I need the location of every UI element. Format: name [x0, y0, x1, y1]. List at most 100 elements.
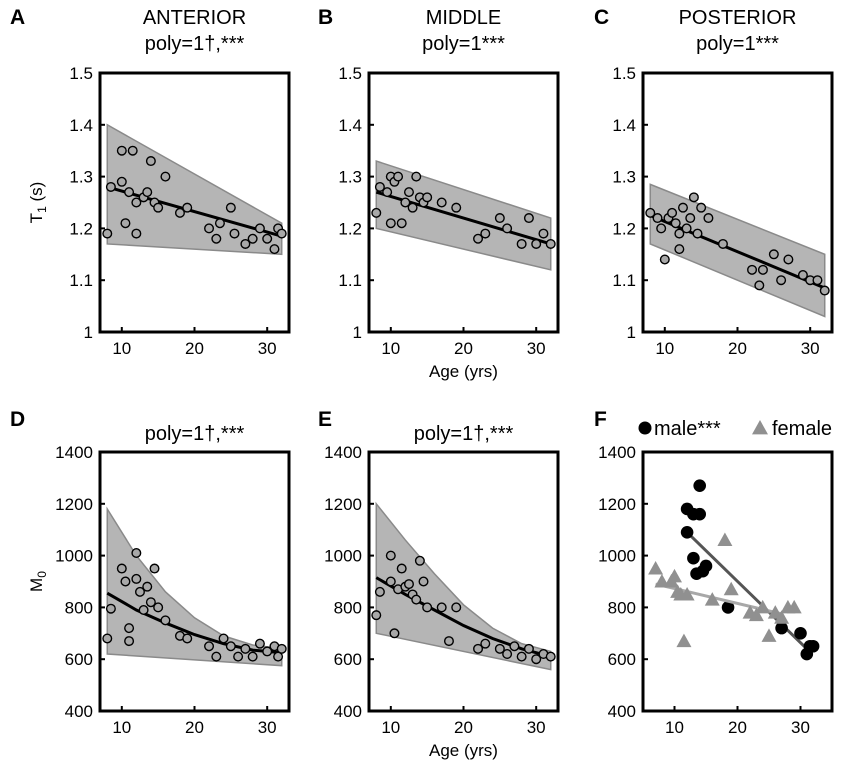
data-point [403, 579, 414, 590]
data-point [819, 285, 830, 296]
data-point [674, 228, 685, 239]
data-point [670, 218, 681, 229]
panel-letter: F [594, 408, 607, 431]
panel-a: A ANTERIOR poly=1†,*** 1 1.1 1.2 1.3 1.4 1.5 10 20… [10, 6, 291, 358]
panel-letter: A [10, 6, 25, 29]
y-axis-label: M0 [27, 571, 49, 592]
data-point [262, 233, 273, 244]
data-point [411, 171, 422, 182]
data-point [523, 643, 534, 654]
data-point [385, 218, 396, 229]
data-point [105, 603, 116, 614]
data-point [145, 597, 156, 608]
data-point [225, 641, 236, 652]
y-tick-label: 1 [627, 323, 636, 342]
data-point [523, 213, 534, 224]
data-point [396, 563, 407, 574]
x-tick-label: 10 [655, 339, 674, 358]
x-tick-label: 20 [454, 339, 473, 358]
panel-title: ANTERIOR [143, 7, 246, 29]
data-point [204, 641, 215, 652]
data-point [494, 213, 505, 224]
data-point-female [755, 599, 771, 614]
data-point [134, 586, 145, 597]
x-tick-label: 30 [527, 718, 546, 737]
legend: male*** female [638, 418, 832, 440]
data-point [131, 197, 142, 208]
data-point-male [699, 559, 713, 573]
data-point [502, 649, 513, 660]
y-tick-label: 1 [84, 323, 93, 342]
x-tick-label: 30 [258, 718, 277, 737]
data-point [174, 207, 185, 218]
data-point [124, 636, 135, 647]
y-tick-label: 800 [608, 598, 636, 617]
data-point [407, 202, 418, 213]
data-point [502, 223, 513, 234]
data-point [214, 218, 225, 229]
data-point [436, 602, 447, 613]
data-point [160, 171, 171, 182]
data-point [149, 563, 160, 574]
panel-subtitle: poly=1†,*** [145, 33, 245, 55]
data-point [233, 651, 244, 662]
data-point [382, 187, 393, 198]
y-tick-label: 1400 [598, 443, 636, 462]
data-point [182, 633, 193, 644]
panel-letter: C [594, 6, 609, 29]
data-point [124, 187, 135, 198]
data-point [131, 548, 142, 559]
data-point [389, 628, 400, 639]
data-point [269, 244, 280, 255]
panel-subtitle: poly=1*** [422, 33, 505, 55]
data-point [443, 636, 454, 647]
data-point [240, 238, 251, 249]
data-point [142, 187, 153, 198]
data-point [262, 646, 273, 657]
y-tick-label: 1.4 [338, 116, 362, 135]
x-axis-label: Age (yrs) [429, 362, 498, 381]
data-point [116, 176, 127, 187]
data-point [254, 638, 265, 649]
y-tick-label: 1200 [324, 495, 362, 514]
y-tick-label: 1.2 [69, 219, 93, 238]
data-point [374, 586, 385, 597]
data-point [102, 633, 113, 644]
x-tick-label: 30 [801, 339, 820, 358]
data-point-male [693, 507, 706, 521]
data-point [153, 202, 164, 213]
data-point-male [775, 621, 788, 635]
data-point [414, 555, 425, 566]
data-point [145, 156, 156, 167]
data-point [153, 602, 164, 613]
data-point [131, 573, 142, 584]
data-point-female [717, 532, 733, 547]
data-point [776, 275, 787, 286]
x-tick-label: 10 [381, 718, 400, 737]
data-point [116, 145, 127, 156]
data-point [411, 594, 422, 605]
data-point [102, 228, 113, 239]
data-point [747, 264, 758, 275]
x-tick-label: 20 [454, 718, 473, 737]
data-point [393, 171, 404, 182]
data-point [211, 233, 222, 244]
data-point [451, 602, 462, 613]
data-point [652, 213, 663, 224]
data-point [473, 643, 484, 654]
y-tick-label: 1.4 [612, 116, 636, 135]
panel-title: POSTERIOR [679, 7, 797, 29]
panel-letter: B [318, 6, 333, 29]
panel-subtitle: poly=1*** [696, 33, 779, 55]
data-point [422, 602, 433, 613]
data-point [225, 202, 236, 213]
y-tick-label: 1 [353, 323, 362, 342]
data-point [204, 223, 215, 234]
data-point [783, 254, 794, 265]
data-point [757, 264, 768, 275]
data-point-male [680, 525, 694, 539]
data-point [124, 623, 135, 634]
data-point [516, 651, 527, 662]
data-point [480, 228, 491, 239]
